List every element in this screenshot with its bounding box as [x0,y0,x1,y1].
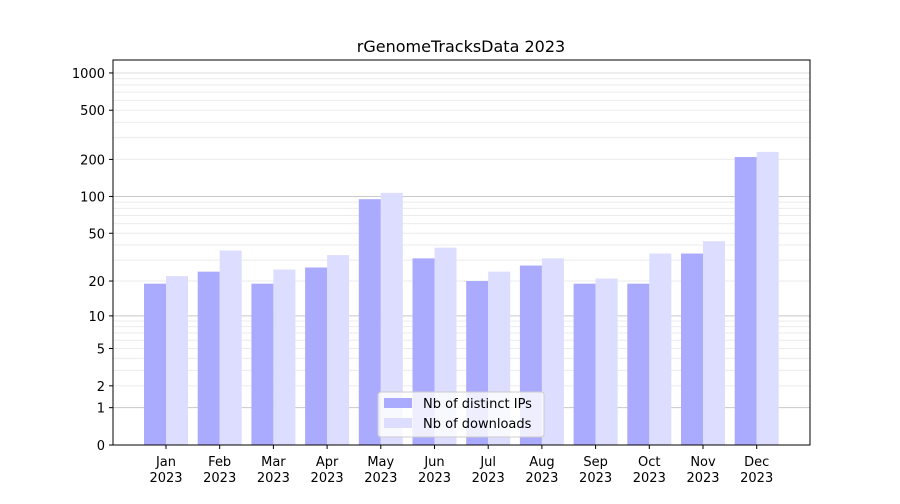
x-tick-label: 2023 [149,471,182,486]
legend-box [377,391,545,438]
y-tick-label: 5 [97,343,105,358]
y-tick-label: 100 [80,190,105,205]
bar-distinct-ips [305,267,328,445]
x-tick-label: 2023 [686,471,719,486]
x-tick-label: 2023 [525,471,558,486]
x-tick-label: 2023 [364,471,397,486]
x-tick-label: 2023 [203,471,236,486]
bar-downloads [273,269,296,445]
bar-downloads [219,250,242,445]
bar-downloads [649,253,672,445]
y-tick-label: 2 [97,380,105,395]
x-tick-label: 2023 [472,471,505,486]
y-tick-label: 500 [80,104,105,119]
y-tick-label: 1000 [72,67,105,82]
bar-downloads [595,278,618,445]
x-tick-label: Jul [479,455,496,470]
y-tick-label: 0 [97,439,105,454]
bar-distinct-ips [144,283,166,445]
bar-distinct-ips [251,283,274,445]
x-tick-label: Dec [744,455,769,470]
bar-distinct-ips [197,271,220,445]
x-tick-label: 2023 [740,471,773,486]
x-tick-label: Apr [316,455,339,470]
bar-downloads [756,151,779,445]
bar-downloads [380,192,403,445]
plot-frame [112,59,811,446]
bar-distinct-ips [627,283,650,445]
x-tick-label: May [367,455,394,470]
y-tick-label: 1 [97,402,105,417]
x-tick-label: Jun [423,455,444,470]
bar-distinct-ips [681,253,703,445]
bar-downloads [327,255,350,445]
x-tick-label: Oct [638,455,660,470]
y-tick-label: 20 [88,275,105,290]
x-tick-label: Mar [261,455,286,470]
x-tick-label: 2023 [418,471,451,486]
bar-downloads [166,276,188,445]
x-tick-label: Jan [155,455,176,470]
x-tick-label: 2023 [579,471,612,486]
legend-label: Nb of downloads [423,417,532,432]
legend-swatch [384,398,412,408]
bar-downloads [541,258,564,445]
x-tick-label: Nov [690,455,716,470]
y-tick-label: 50 [88,227,105,242]
x-tick-label: 2023 [257,471,290,486]
x-tick-label: Sep [583,455,608,470]
bar-distinct-ips [358,199,381,445]
legend: Nb of distinct IPs Nb of downloads [377,391,545,438]
bar-distinct-ips [734,157,757,445]
y-tick-label: 200 [80,153,105,168]
y-tick-label: 10 [88,310,105,325]
chart-title: rGenomeTracksData 2023 [357,37,565,56]
x-tick-label: 2023 [311,471,344,486]
bar-distinct-ips [573,283,596,445]
bar-downloads [703,241,725,445]
x-tick-label: 2023 [633,471,666,486]
x-tick-label: Aug [529,455,554,470]
x-tick-label: Feb [208,455,231,470]
legend-label: Nb of distinct IPs [423,397,532,412]
legend-swatch [384,418,412,428]
